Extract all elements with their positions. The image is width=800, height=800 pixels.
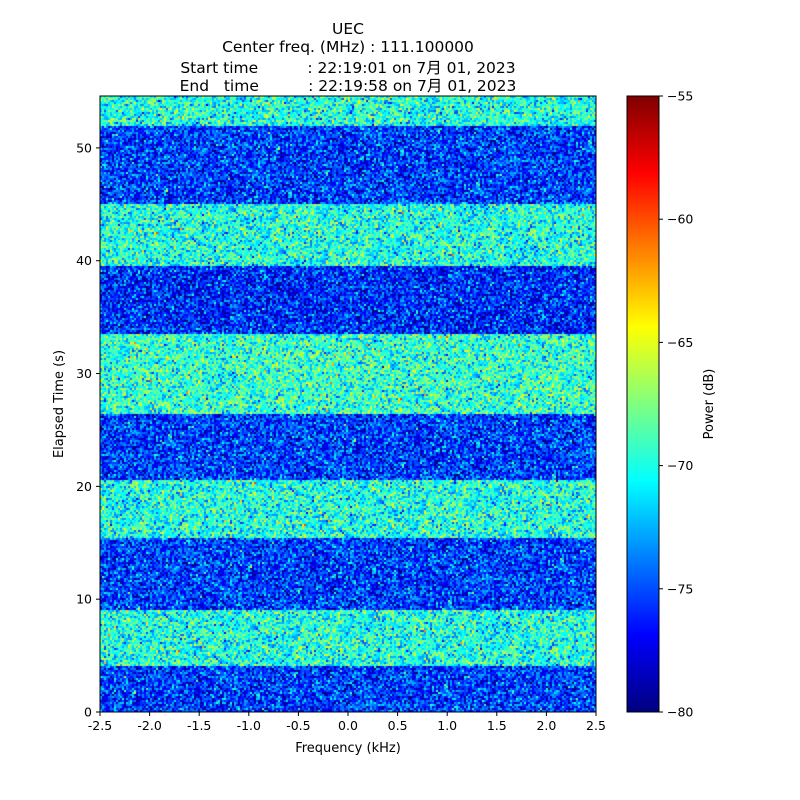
colorbar-frame	[626, 95, 660, 713]
colorbar-tick-label: −75	[667, 581, 693, 596]
chart-title: UEC	[332, 20, 364, 38]
x-tick-label: 0.0	[338, 718, 358, 733]
chart-subtitle-start-time: Start time : 22:19:01 on 7月 01, 2023	[180, 59, 516, 77]
y-tick-label: 20	[76, 479, 92, 494]
y-tick-label: 10	[76, 592, 92, 607]
y-tick-label: 40	[76, 253, 92, 268]
colorbar-tick-label: −55	[667, 89, 693, 104]
x-tick-label: -1.0	[237, 718, 261, 733]
x-axis: -2.5 -2.0 -1.5 -1.0 -0.5 0.0 0.5 1.0 1.5 2.0 2.5	[88, 712, 606, 733]
colorbar-tick-label: −60	[667, 212, 693, 227]
colorbar-tick-label: −70	[667, 458, 693, 473]
x-tick-label: -2.0	[137, 718, 161, 733]
x-axis-label: Frequency (kHz)	[295, 741, 401, 756]
x-tick-label: 2.0	[536, 718, 556, 733]
colorbar-tick-label: −80	[667, 705, 693, 720]
y-tick-label: 30	[76, 366, 92, 381]
colorbar-tick-label: −65	[667, 335, 693, 350]
colorbar-label: Power (dB)	[702, 369, 717, 440]
x-tick-label: 1.5	[487, 718, 507, 733]
x-tick-label: 1.0	[437, 718, 457, 733]
y-axis-label: Elapsed Time (s)	[52, 350, 67, 458]
colorbar-axis: −80 −75 −70 −65 −60 −55	[659, 89, 693, 720]
x-tick-label: 0.5	[388, 718, 408, 733]
colorbar	[627, 96, 659, 712]
y-tick-label: 50	[76, 140, 92, 155]
x-tick-label: -2.5	[88, 718, 112, 733]
y-axis: 0 10 20 30 40 50	[76, 140, 100, 720]
plot-area	[100, 96, 596, 712]
x-tick-label: 2.5	[586, 718, 606, 733]
y-tick-label: 0	[84, 705, 92, 720]
chart-subtitle-end-time: End time : 22:19:58 on 7月 01, 2023	[179, 77, 517, 95]
chart-subtitle-center-freq: Center freq. (MHz) : 111.100000	[222, 38, 474, 56]
x-tick-label: -1.5	[187, 718, 211, 733]
x-tick-label: -0.5	[286, 718, 310, 733]
